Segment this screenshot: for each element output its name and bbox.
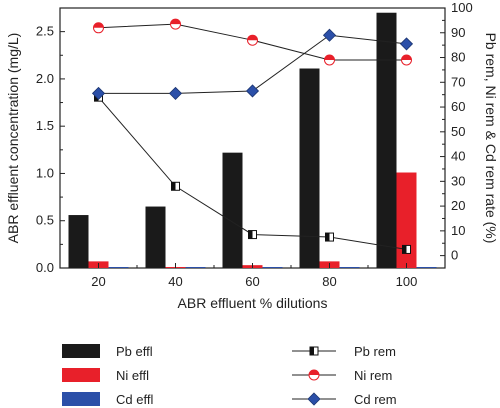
legend: Pb effl Ni effl Cd effl Pb rem Ni rem Cd rem: [62, 344, 397, 407]
y2-tick-label: 80: [451, 50, 465, 65]
y-tick-label: 1.5: [36, 118, 54, 133]
point-cd-rem: [91, 86, 106, 100]
bars-layer: [68, 12, 437, 268]
y2-tick-label: 0: [451, 248, 458, 263]
point-ni-rem: [247, 34, 258, 46]
point-cd-rem: [322, 28, 337, 42]
legend-label: Pb rem: [354, 344, 396, 359]
axes-layer: 0.0 0.5 1.0 1.5 2.0 2.5 0 10 20 30 40 50 60 70 80 90 100…: [36, 0, 473, 289]
x-tick-label: 80: [322, 274, 336, 289]
y-axis-title: ABR effluent concentration (mg/L): [5, 33, 21, 244]
point-ni-rem: [93, 22, 104, 34]
y2-tick-label: 30: [451, 173, 465, 188]
y-tick-label: 0.5: [36, 213, 54, 228]
bar-cd-effl: [108, 267, 129, 268]
legend-label: Cd rem: [354, 392, 397, 407]
point-pb-rem: [402, 244, 411, 254]
point-pb-rem: [248, 230, 257, 240]
y2-tick-label: 40: [451, 149, 465, 164]
legend-marker-cd-rem: [307, 392, 321, 406]
bar-pb-effl: [222, 152, 243, 268]
bar-cd-effl: [185, 267, 206, 268]
y2-axis-title: Pb rem, Ni rem & Cd rem rate (%): [483, 33, 499, 244]
legend-label: Cd effl: [116, 392, 153, 407]
y2-tick-label: 10: [451, 223, 465, 238]
legend-label: Ni effl: [116, 368, 149, 383]
point-pb-rem: [325, 232, 334, 242]
x-tick-label: 60: [245, 274, 259, 289]
point-ni-rem: [401, 54, 412, 66]
legend-marker-ni-rem: [308, 369, 320, 381]
y2-tick-label: 70: [451, 74, 465, 89]
y-tick-label: 2.5: [36, 24, 54, 39]
y2-tick-label: 90: [451, 25, 465, 40]
bar-pb-effl: [299, 68, 320, 268]
bar-pb-effl: [376, 12, 397, 268]
y-tick-label: 1.0: [36, 165, 54, 180]
x-axis-title: ABR effluent % dilutions: [178, 295, 328, 311]
point-ni-rem: [324, 54, 335, 66]
bar-pb-effl: [145, 206, 166, 268]
y-tick-label: 2.0: [36, 71, 54, 86]
point-cd-rem: [168, 86, 183, 100]
legend-swatch-ni-effl: [62, 368, 100, 382]
lines-layer: [91, 18, 414, 254]
line-pb-rem: [98, 96, 407, 250]
bar-pb-effl: [68, 215, 89, 268]
bar-cd-effl: [262, 267, 283, 268]
legend-label: Ni rem: [354, 368, 392, 383]
legend-label: Pb effl: [116, 344, 153, 359]
bar-cd-effl: [416, 267, 437, 268]
bar-ni-effl: [396, 172, 417, 268]
y2-tick-label: 60: [451, 99, 465, 114]
point-cd-rem: [399, 37, 414, 51]
point-cd-rem: [245, 84, 260, 98]
x-tick-label: 100: [396, 274, 418, 289]
point-ni-rem: [170, 18, 181, 30]
y2-tick-label: 100: [451, 0, 473, 15]
y2-tick-label: 20: [451, 198, 465, 213]
x-tick-label: 20: [91, 274, 105, 289]
point-pb-rem: [171, 181, 180, 191]
y2-tick-label: 50: [451, 124, 465, 139]
y-tick-label: 0.0: [36, 260, 54, 275]
legend-swatch-cd-effl: [62, 392, 100, 406]
legend-swatch-pb-effl: [62, 344, 100, 358]
bar-cd-effl: [339, 267, 360, 268]
legend-marker-pb-rem: [309, 346, 319, 356]
x-tick-label: 40: [168, 274, 182, 289]
